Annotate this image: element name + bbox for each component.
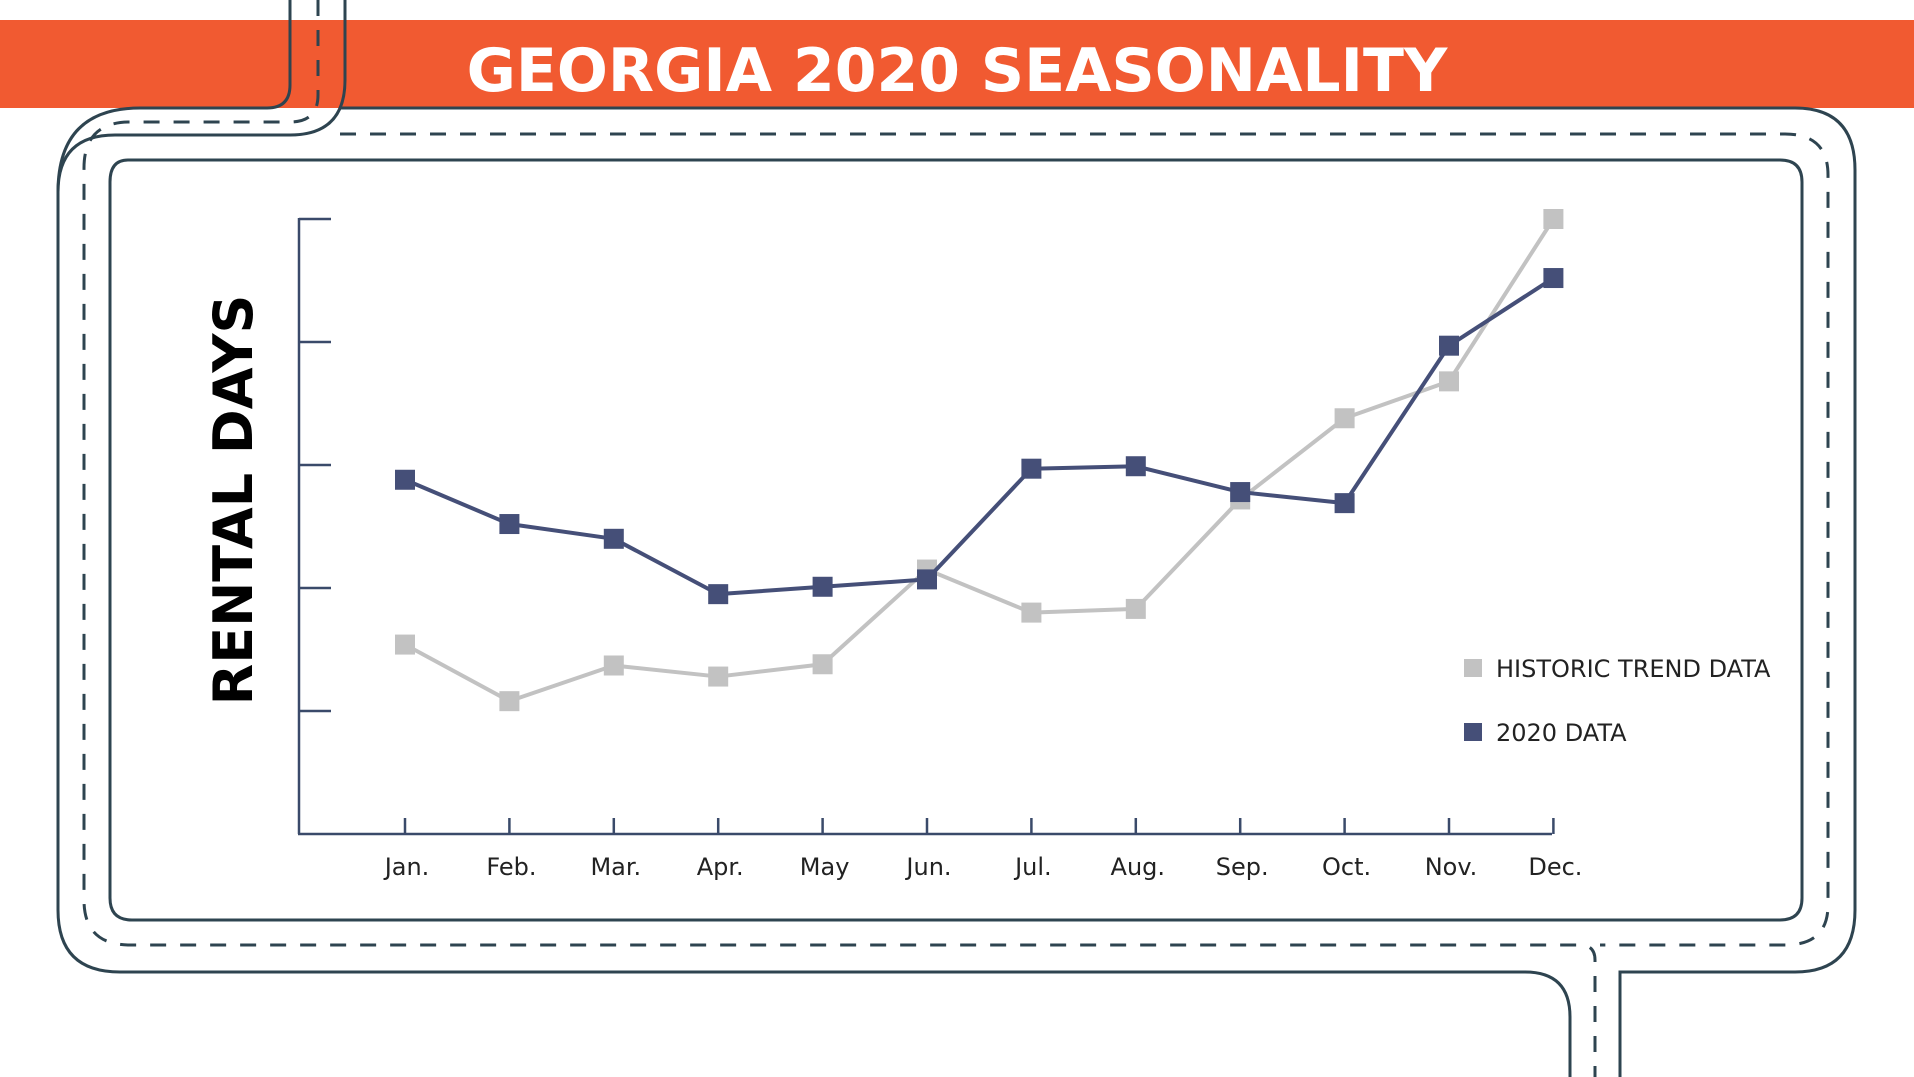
data-point-historic: [603, 655, 624, 676]
data-point-2020: [812, 576, 833, 597]
data-point-historic: [1125, 598, 1146, 619]
x-tick-label: Apr.: [697, 853, 744, 881]
y-axis-label: RENTAL DAYS: [202, 295, 265, 706]
data-point-historic: [708, 666, 729, 687]
data-point-2020: [499, 514, 520, 535]
y-ticks: [299, 217, 331, 713]
chart-title: GEORGIA 2020 SEASONALITY: [467, 36, 1449, 106]
legend-label-2020: 2020 DATA: [1496, 719, 1627, 747]
road-edge-inner: [108, 158, 1804, 922]
x-tick-label: Mar.: [590, 853, 641, 881]
legend-label-historic: HISTORIC TREND DATA: [1496, 655, 1771, 683]
data-point-historic: [499, 691, 520, 712]
x-ticks: Jan. Feb. Mar. Apr. May Jun. Jul. Aug. Sep. Oct. N…: [383, 818, 1582, 881]
x-tick-label: Aug.: [1111, 853, 1166, 881]
road-edge-right: [340, 106, 1857, 1077]
data-point-2020: [603, 528, 624, 549]
road-edge-outer-2: [56, 0, 292, 193]
x-tick-label: Dec.: [1528, 853, 1582, 881]
road-center-dashes-right: [340, 132, 1830, 947]
x-tick-label: Jul.: [1013, 853, 1052, 881]
data-point-2020: [708, 584, 729, 605]
legend-swatch-historic: [1464, 659, 1482, 677]
data-point-historic: [812, 654, 833, 675]
data-point-2020: [395, 469, 415, 490]
data-point-historic: [395, 634, 415, 655]
data-point-2020: [1021, 458, 1042, 479]
plot-area: Jan. Feb. Mar. Apr. May Jun. Jul. Aug. Sep. Oct. N…: [297, 209, 1582, 881]
data-point-2020: [1230, 482, 1251, 503]
x-tick-label: Jun.: [904, 853, 951, 881]
data-point-2020: [1125, 456, 1146, 477]
road-edge-outer: [56, 0, 1572, 1077]
data-point-historic: [1334, 408, 1355, 429]
road-center-dashes: [82, 0, 1597, 1077]
series-line-historic: [404, 217, 1556, 704]
legend: HISTORIC TREND DATA 2020 DATA: [1464, 655, 1771, 747]
road-decoration: [56, 0, 1857, 1077]
x-tick-label: Oct.: [1322, 853, 1371, 881]
data-point-2020: [1543, 268, 1564, 289]
data-point-2020: [1334, 493, 1355, 514]
data-point-historic: [1021, 602, 1042, 623]
x-tick-label: Feb.: [486, 853, 536, 881]
legend-swatch-2020: [1464, 723, 1482, 741]
x-tick-label: Sep.: [1216, 853, 1269, 881]
x-tick-label: May: [800, 853, 850, 881]
x-tick-label: Nov.: [1425, 853, 1478, 881]
data-point-2020: [917, 569, 937, 590]
data-point-historic: [1543, 209, 1564, 229]
x-tick-label: Jan.: [383, 853, 430, 881]
series-layer: [395, 209, 1564, 712]
series-line-2020: [404, 276, 1555, 597]
data-point-2020: [1439, 335, 1459, 356]
data-point-historic: [1439, 371, 1459, 392]
